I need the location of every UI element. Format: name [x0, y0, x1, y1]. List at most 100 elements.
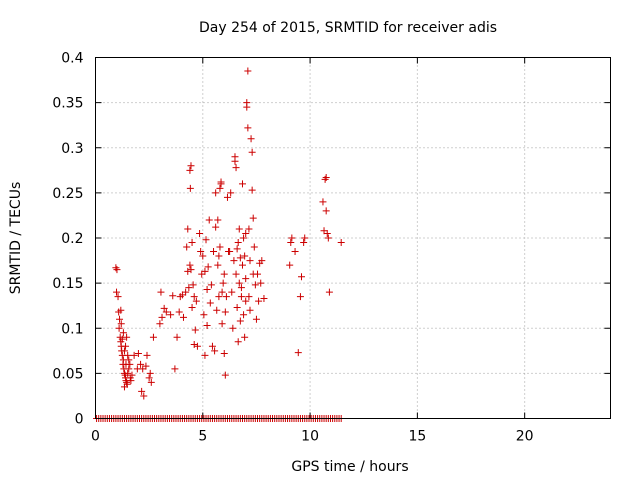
- grid: [95, 57, 611, 419]
- data-point: [201, 351, 209, 359]
- data-point: [156, 320, 164, 328]
- data-point: [231, 153, 239, 161]
- data-point: [122, 360, 130, 368]
- data-point: [119, 329, 127, 337]
- data-point: [216, 243, 224, 251]
- data-point: [214, 261, 222, 269]
- data-point: [234, 239, 242, 247]
- data-point: [160, 304, 168, 312]
- data-point: [203, 322, 211, 330]
- data-point: [201, 267, 209, 275]
- data-point: [236, 254, 244, 262]
- data-point: [212, 223, 220, 231]
- data-point: [120, 347, 128, 355]
- data-point: [217, 180, 225, 188]
- data-point: [113, 266, 121, 274]
- data-point: [254, 270, 262, 278]
- y-tick-label: 0.25: [52, 186, 83, 202]
- data-point: [187, 162, 195, 170]
- data-point: [242, 275, 250, 283]
- x-tick-label: 5: [198, 429, 207, 445]
- data-point: [118, 335, 126, 343]
- data-point: [240, 311, 248, 319]
- data-point: [233, 245, 241, 253]
- data-point: [241, 252, 249, 260]
- data-point: [114, 293, 122, 301]
- x-axis-label: GPS time / hours: [291, 459, 408, 475]
- data-point: [120, 383, 128, 391]
- data-points: [93, 67, 345, 422]
- data-point: [240, 234, 248, 242]
- data-point: [323, 229, 331, 237]
- data-point: [301, 234, 309, 242]
- data-point: [223, 193, 231, 201]
- y-axis-label: SRMTID / TECUs: [8, 182, 24, 295]
- data-point: [219, 279, 227, 287]
- data-point: [202, 236, 210, 244]
- data-point: [142, 362, 150, 370]
- data-point: [218, 320, 226, 328]
- data-point: [228, 288, 236, 296]
- data-point: [235, 225, 243, 233]
- data-point: [243, 103, 251, 111]
- data-point: [186, 166, 194, 174]
- data-point: [252, 315, 260, 323]
- y-tick-label: 0.4: [61, 51, 83, 67]
- data-point: [241, 333, 249, 341]
- y-tick-label: 0.3: [61, 141, 83, 157]
- x-tick-label: 0: [91, 429, 100, 445]
- data-point: [222, 293, 230, 301]
- data-point: [147, 378, 155, 386]
- data-point: [250, 243, 258, 251]
- data-point: [210, 248, 218, 256]
- y-tick-label: 0: [75, 412, 84, 428]
- data-point: [255, 297, 263, 305]
- data-point: [173, 333, 181, 341]
- data-point: [242, 229, 250, 237]
- data-point: [286, 261, 294, 269]
- data-point: [190, 293, 198, 301]
- data-point: [322, 174, 330, 182]
- data-point: [298, 273, 305, 281]
- data-point: [169, 292, 177, 300]
- data-point: [137, 360, 145, 368]
- x-tick-label: 20: [516, 429, 534, 445]
- data-point: [185, 284, 193, 292]
- data-point: [188, 303, 196, 311]
- y-tick-label: 0.35: [52, 96, 83, 112]
- data-point: [220, 350, 228, 358]
- data-point: [175, 308, 183, 316]
- data-point: [234, 338, 242, 346]
- y-tick-label: 0.05: [52, 366, 83, 382]
- data-point: [140, 392, 148, 400]
- data-point: [125, 365, 133, 373]
- data-point: [237, 284, 245, 292]
- data-point: [322, 207, 330, 215]
- data-point: [230, 257, 238, 265]
- data-point: [112, 264, 120, 272]
- data-point: [213, 306, 221, 314]
- data-point: [184, 225, 192, 233]
- data-point: [115, 324, 123, 332]
- data-point: [149, 333, 157, 341]
- data-point: [188, 239, 196, 247]
- data-point: [186, 184, 194, 192]
- data-point: [162, 308, 170, 316]
- data-point: [216, 184, 224, 192]
- data-point: [232, 164, 240, 172]
- data-point: [220, 270, 228, 278]
- data-point: [218, 288, 226, 296]
- data-point: [200, 311, 208, 319]
- data-point: [184, 267, 192, 275]
- data-point: [191, 326, 199, 334]
- data-point: [183, 243, 191, 251]
- data-point: [207, 281, 215, 289]
- data-point: [167, 311, 175, 319]
- data-point: [179, 313, 187, 321]
- data-point: [130, 351, 138, 359]
- data-point: [221, 308, 229, 316]
- y-tick-label: 0.1: [61, 321, 83, 337]
- data-point: [233, 303, 241, 311]
- data-point: [248, 148, 256, 156]
- data-point: [237, 293, 245, 301]
